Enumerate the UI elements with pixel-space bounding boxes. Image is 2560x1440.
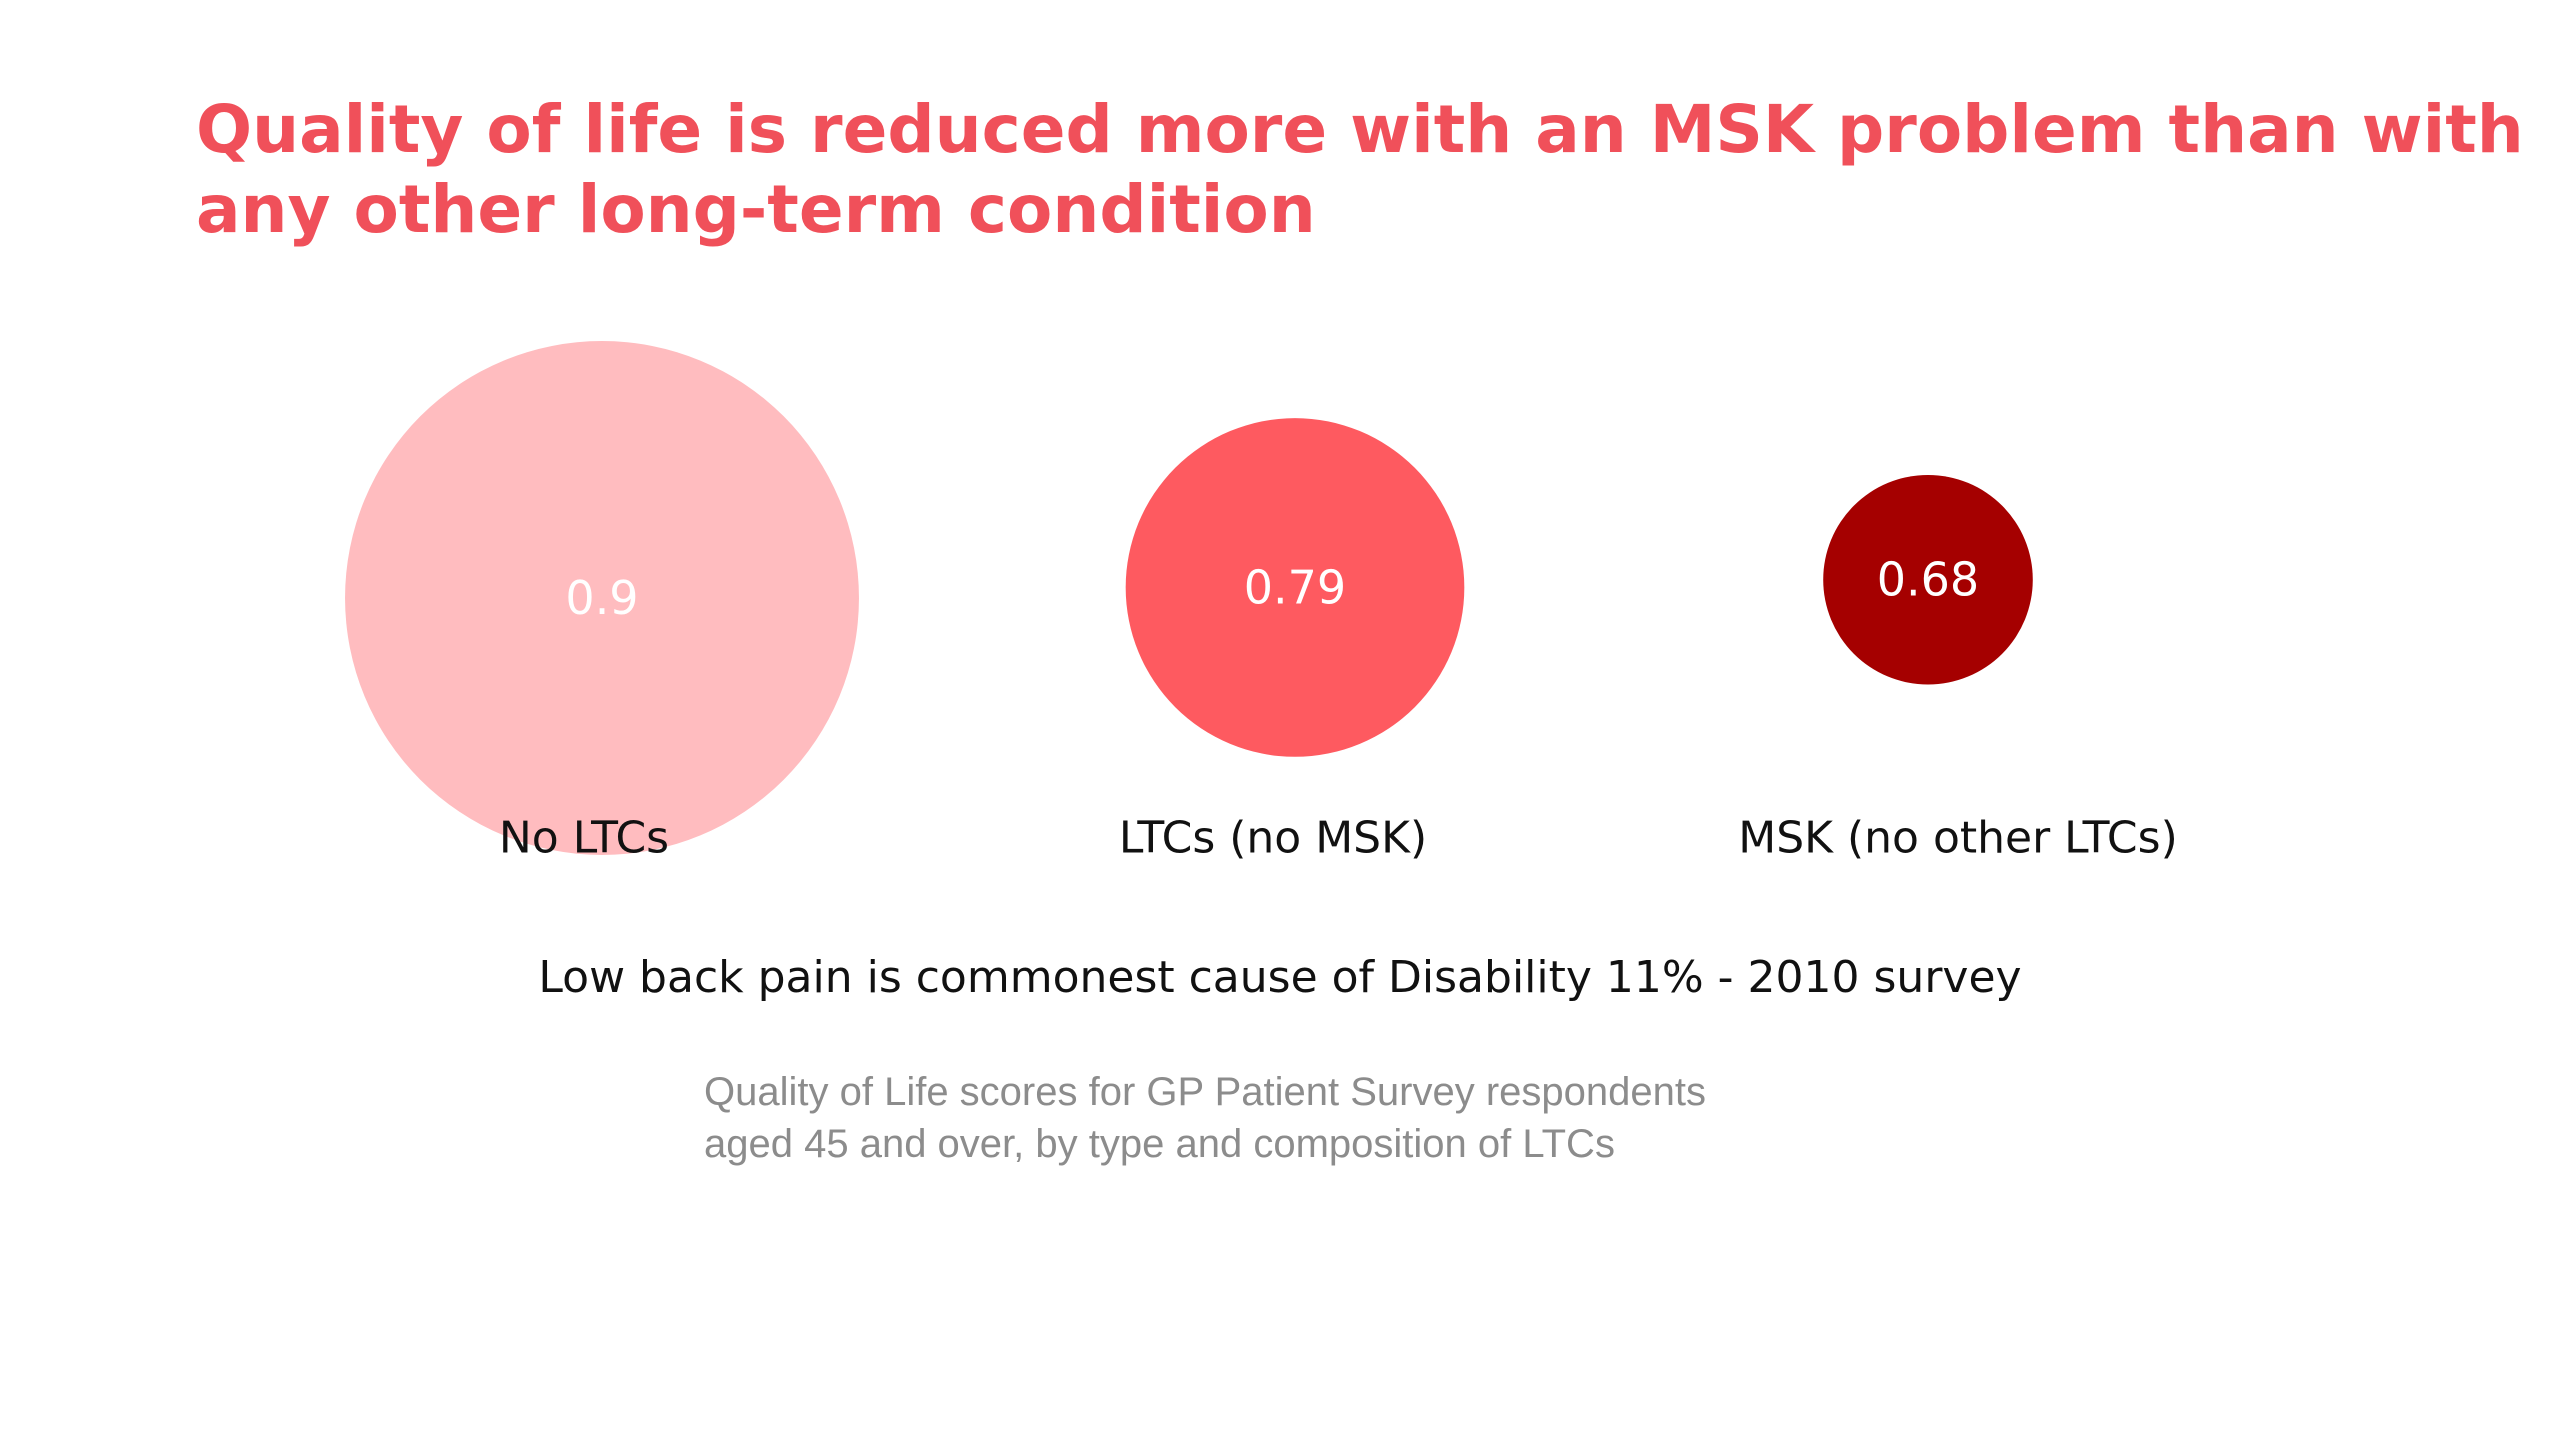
- slide-title-line-2: any other long-term condition: [196, 171, 1316, 248]
- bubble-value-label-1: 0.9: [565, 571, 638, 625]
- bubble-3: [1823, 474, 2033, 685]
- chart-caption: Quality of Life scores for GP Patient Su…: [704, 1066, 1706, 1170]
- bubble-1: [345, 341, 859, 855]
- chart-caption-line-1: Quality of Life scores for GP Patient Su…: [704, 1070, 1706, 1114]
- slide-title-line-1: Quality of life is reduced more with an …: [196, 91, 2524, 168]
- category-label-2: LTCs (no MSK): [1119, 813, 1427, 864]
- category-label-1: No LTCs: [499, 813, 669, 864]
- chart-caption-line-2: aged 45 and over, by type and compositio…: [704, 1122, 1615, 1166]
- bubble-2: [1125, 418, 1465, 757]
- footnote: Low back pain is commonest cause of Disa…: [538, 952, 2022, 1003]
- bubble-value-label-3: 0.68: [1877, 553, 1979, 607]
- slide-title: Quality of life is reduced more with an …: [196, 90, 2524, 250]
- quality-of-life-bubble-chart: 0.9 No LTCs 0.79 LTCs (no MSK) 0.68 MSK (no o…: [345, 341, 2178, 864]
- category-label-3: MSK (no other LTCs): [1738, 813, 2177, 864]
- bubble-value-label-2: 0.79: [1244, 560, 1346, 614]
